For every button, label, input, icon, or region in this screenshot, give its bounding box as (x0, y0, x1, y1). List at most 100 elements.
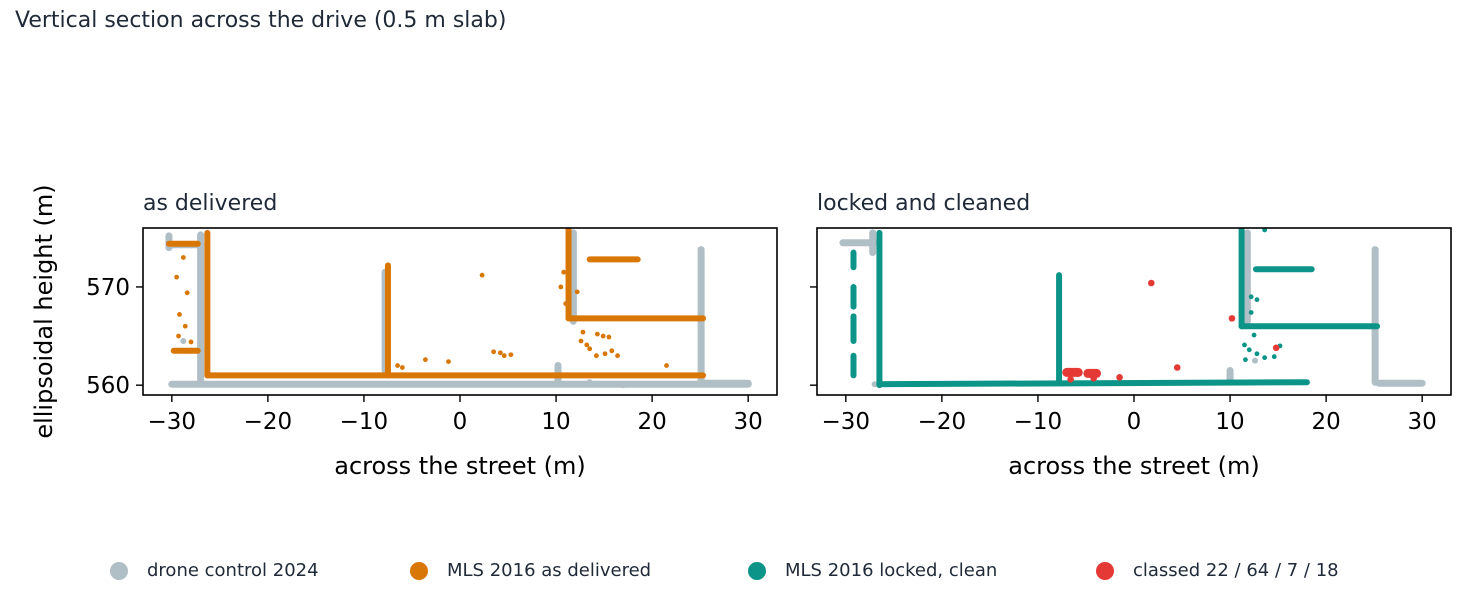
x-axis-label: across the street (m) (334, 452, 586, 480)
y-tick-label: 570 (86, 275, 130, 301)
legend-marker-mls-clean (748, 561, 766, 580)
x-tick-label: 20 (1311, 409, 1340, 435)
x-tick-label: 0 (453, 409, 468, 435)
x-tick-label: 0 (1127, 409, 1142, 435)
x-axis-label: across the street (m) (1008, 452, 1260, 480)
data-point (1272, 344, 1280, 352)
legend-item-classed: classed 22 / 64 / 7 / 18 (1096, 560, 1339, 581)
x-tick-label: −20 (244, 409, 293, 435)
data-point (1252, 357, 1259, 364)
series-drone-control-2024 (165, 229, 752, 389)
data-point (602, 351, 608, 357)
data-point (1090, 375, 1097, 382)
data-point (561, 269, 567, 275)
data-point (176, 333, 181, 339)
y-axis-label: ellipsoidal height (m) (30, 184, 58, 438)
data-point (182, 323, 188, 329)
data-point (606, 334, 612, 340)
data-point (1254, 351, 1260, 357)
data-point (508, 352, 514, 358)
data-point (497, 350, 503, 356)
legend-marker-drone (110, 561, 128, 580)
data-point (580, 329, 586, 335)
data-point (587, 346, 593, 352)
data-point (1248, 310, 1254, 315)
x-tick-label: 30 (734, 409, 763, 435)
legend-label-classed: classed 22 / 64 / 7 / 18 (1133, 560, 1339, 581)
x-tick-label: 30 (1408, 409, 1437, 435)
data-point (479, 272, 485, 278)
legend-item-mls-raw: MLS 2016 as delivered (410, 560, 651, 581)
legend-label-drone: drone control 2024 (147, 560, 319, 581)
data-point (574, 289, 580, 295)
data-point (1248, 294, 1254, 300)
data-point (584, 342, 590, 348)
data-point (446, 359, 451, 364)
data-point (594, 353, 599, 359)
data-point (1246, 347, 1252, 353)
data-point (1251, 332, 1257, 338)
data-point (399, 365, 405, 370)
plot-area (839, 228, 1426, 389)
data-point (1228, 315, 1236, 322)
data-point (1067, 375, 1074, 383)
plot-frame (816, 227, 1452, 396)
x-tick-label: −10 (1014, 409, 1063, 435)
legend-label-mls-raw: MLS 2016 as delivered (447, 560, 652, 581)
legend-marker-classed (1096, 561, 1114, 580)
data-point (491, 349, 497, 355)
data-point (180, 337, 187, 344)
legend-item-drone: drone control 2024 (110, 560, 319, 581)
data-point (1116, 374, 1123, 381)
data-point (563, 301, 569, 307)
legend: drone control 2024 MLS 2016 as delivered… (0, 560, 1480, 592)
figure-title: Vertical section across the drive (0.5 m… (15, 8, 507, 33)
panel-2: −30 −20 −10 0 10 20 30 across the street (m) loc… (810, 191, 1452, 480)
plot-frame (142, 227, 778, 396)
data-segment (876, 379, 1310, 388)
x-tick-label: −30 (148, 409, 197, 435)
data-point (501, 353, 507, 359)
data-point (395, 363, 400, 368)
series-drone-control-2024 (839, 229, 1426, 388)
x-tick-label: −10 (340, 409, 389, 435)
figure-canvas: −30 −20 −10 0 10 20 30 560 570 across the street … (30, 184, 1452, 480)
data-point (620, 382, 627, 389)
data-point (578, 338, 584, 344)
x-tick-label: 10 (541, 409, 570, 435)
x-tick-label: 10 (1215, 409, 1244, 435)
data-point (586, 379, 593, 386)
x-tick-label: 20 (637, 409, 666, 435)
x-tick-label: −20 (918, 409, 967, 435)
plot-area (165, 228, 752, 389)
data-point (609, 348, 615, 354)
data-point (594, 331, 600, 337)
data-point (1262, 355, 1268, 361)
data-point (188, 339, 194, 345)
data-point (600, 333, 606, 339)
data-point (423, 357, 428, 363)
data-point (174, 274, 180, 280)
series-classed-22-64-7-18 (1062, 279, 1280, 383)
panel-title: locked and cleaned (817, 191, 1030, 216)
data-point (177, 312, 182, 317)
panel-title: as delivered (143, 191, 277, 216)
data-point (1243, 357, 1248, 363)
data-point (180, 255, 186, 260)
legend-marker-mls-raw (410, 561, 428, 580)
data-point (558, 284, 564, 290)
data-point (1262, 228, 1268, 233)
panel-1: −30 −20 −10 0 10 20 30 560 570 across the street … (30, 184, 778, 480)
data-point (1147, 279, 1155, 287)
series-mls-2016-locked-clean (850, 228, 1381, 389)
data-point (615, 353, 620, 359)
data-point (184, 290, 190, 296)
data-point (1254, 297, 1260, 303)
data-point (664, 363, 669, 368)
data-point (871, 381, 878, 388)
legend-label-mls-clean: MLS 2016 locked, clean (785, 560, 998, 581)
legend-item-mls-clean: MLS 2016 locked, clean (748, 560, 997, 581)
data-point (1271, 354, 1277, 360)
data-point (1242, 342, 1247, 348)
series-mls-2016-as-delivered (165, 228, 707, 379)
